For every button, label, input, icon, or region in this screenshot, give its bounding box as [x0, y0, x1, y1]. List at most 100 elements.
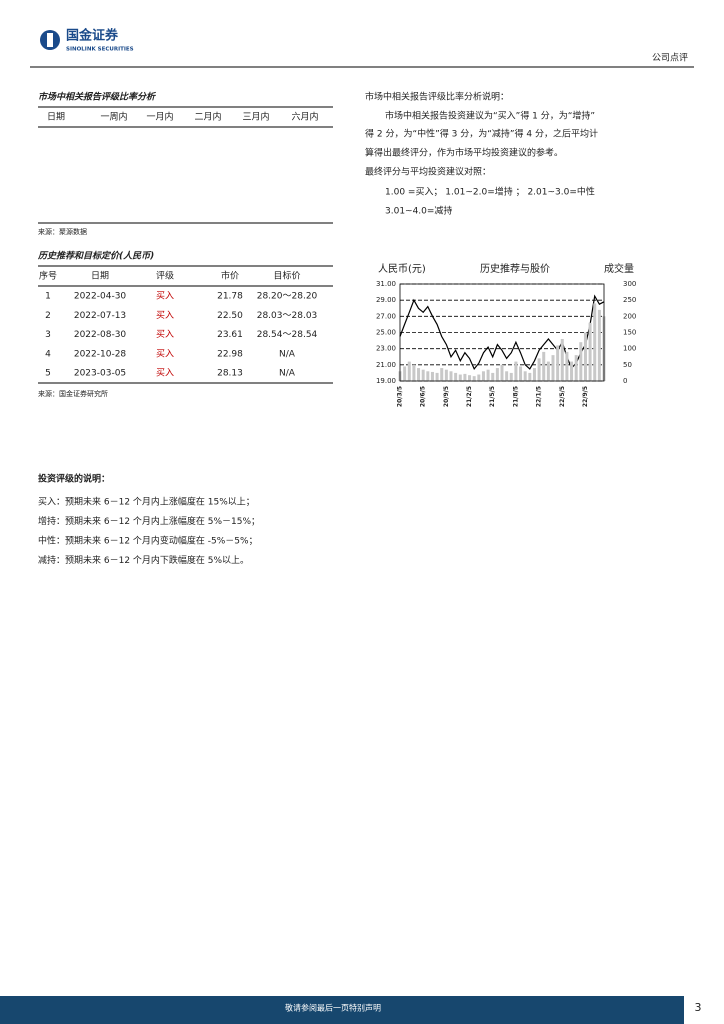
y2-tick-label: 300 — [623, 280, 636, 288]
price-chart: 历史推荐与股价 人民币(元) 成交量 19.00 21.00 23.00 25.00 27.0… — [376, 262, 636, 407]
footer-notice: 敬请参阅最后一页特别声明 — [285, 1003, 381, 1013]
ratio-title: 市场中相关报告评级比率分析 — [38, 92, 157, 103]
volume-bar — [430, 371, 434, 381]
rating-desc-item: 买入：预期未来 6－12 个月内上涨幅度在 15%以上； — [38, 496, 255, 508]
volume-bar — [537, 358, 541, 381]
explanation-line: 得 2 分，为“中性”得 3 分，为“减持”得 4 分，之后平均计 — [365, 128, 598, 140]
x-tick-label: 21/5/5 — [489, 386, 496, 407]
table-cell: 2022-07-13 — [74, 311, 126, 321]
table-cell: 2023-03-05 — [74, 369, 126, 379]
explanation-line: 市场中相关报告投资建议为“买入”得 1 分，为“增持” — [385, 110, 595, 122]
table-cell: 买入 — [156, 368, 174, 379]
explanation-line: 最终评分与平均投资建议对照： — [365, 166, 491, 178]
table-cell: 买入 — [156, 329, 174, 340]
volume-bar — [546, 361, 550, 381]
column-header: 评级 — [156, 270, 174, 282]
volume-bar — [449, 371, 453, 381]
y-axis-label: 人民币(元) — [378, 263, 426, 275]
history-title: 历史推荐和目标定价(人民币) — [37, 251, 154, 262]
table-cell: 28.13 — [217, 369, 243, 379]
x-tick-label: 22/5/5 — [559, 386, 566, 407]
y2-tick-label: 50 — [623, 361, 632, 369]
chart-title: 历史推荐与股价 — [480, 262, 550, 275]
volume-bar — [593, 303, 597, 381]
column-header: 目标价 — [273, 270, 300, 282]
volume-bar — [412, 364, 416, 381]
table-cell: 5 — [45, 369, 51, 379]
price-line — [399, 294, 605, 371]
source: 来源：聚源数据 — [38, 227, 87, 236]
column-header: 二月内 — [194, 111, 221, 123]
volume-bar — [477, 374, 481, 381]
table-cell: 买入 — [156, 348, 174, 359]
rating-desc-item: 减持：预期未来 6－12 个月内下跌幅度在 5%以上。 — [38, 554, 249, 566]
x-tick-label: 20/3/5 — [397, 386, 404, 407]
table-cell: 22.50 — [217, 311, 243, 321]
table-cell: 1 — [45, 292, 51, 302]
table-cell: 21.78 — [217, 292, 243, 302]
volume-bar — [556, 345, 560, 381]
table-cell: 2 — [45, 311, 51, 321]
x-tick-label: 21/2/5 — [466, 386, 473, 407]
x-tick-label: 21/8/5 — [512, 386, 519, 407]
explanation-line: 市场中相关报告评级比率分析说明： — [365, 91, 509, 103]
logo-text: 国金证券 — [66, 28, 119, 44]
y2-tick-label: 200 — [623, 312, 636, 320]
logo-icon-cut — [47, 33, 53, 47]
table-cell: 28.54～28.54 — [257, 330, 318, 340]
table-cell: N/A — [279, 349, 296, 359]
volume-bar — [579, 342, 583, 381]
volume-bar — [505, 371, 509, 381]
y-tick-label: 25.00 — [376, 329, 396, 337]
volume-bar — [454, 372, 458, 381]
volume-bar — [421, 369, 425, 381]
y-tick-label: 19.00 — [376, 377, 396, 385]
y-tick-label: 29.00 — [376, 296, 396, 304]
volume-bar — [528, 372, 532, 381]
rating-desc-item: 增持：预期未来 6－12 个月内上涨幅度在 5%－15%； — [38, 515, 260, 527]
volume-bar — [407, 361, 411, 381]
x-tick-label: 22/9/5 — [582, 386, 589, 407]
page-number: 3 — [695, 1001, 702, 1014]
volume-bar — [565, 351, 569, 381]
volume-bar — [500, 364, 504, 381]
volume-bar — [444, 369, 448, 381]
column-header: 一月内 — [146, 111, 173, 123]
section-label: 公司点评 — [652, 53, 688, 64]
volume-bar — [570, 361, 574, 381]
table-cell: 3 — [45, 330, 51, 340]
y2-axis-label: 成交量 — [604, 262, 634, 275]
logo-en: SINOLINK SECURITIES — [66, 47, 134, 53]
explanation-line: 1.00 =买入； 1.01~2.0=增持 ； 2.01~3.0=中性 — [385, 186, 595, 198]
volume-bar — [532, 368, 536, 381]
volume-bar — [583, 332, 587, 381]
column-header: 市价 — [221, 270, 239, 282]
volume-bar — [542, 351, 546, 381]
logo: 国金证券 SINOLINK SECURITIES — [40, 28, 134, 53]
volume-bar — [472, 376, 476, 381]
column-header: 日期 — [47, 112, 65, 123]
column-header: 三月内 — [242, 111, 269, 123]
volume-bar — [463, 373, 467, 381]
volume-bar — [514, 361, 518, 381]
table-cell: 28.03～28.03 — [257, 311, 318, 321]
table-cell: 买入 — [156, 310, 174, 321]
y-tick-label: 27.00 — [376, 312, 396, 320]
y2-tick-label: 250 — [623, 296, 636, 304]
volume-bar — [491, 372, 495, 381]
y-tick-label: 23.00 — [376, 345, 396, 353]
volume-bar — [597, 309, 601, 381]
source: 来源：国金证券研究所 — [38, 389, 108, 398]
volume-bar — [426, 371, 430, 381]
volume-bar — [468, 375, 472, 381]
rating-desc-item: 中性：预期未来 6－12 个月内变动幅度在 -5%－5%； — [38, 535, 258, 547]
explanation-line: 算得出最终评分，作为市场平均投资建议的参考。 — [365, 147, 563, 159]
y-tick-label: 21.00 — [376, 361, 396, 369]
volume-bar — [560, 338, 564, 381]
volume-bar — [440, 368, 444, 381]
plot-frame — [399, 283, 605, 382]
volume-bar — [509, 372, 513, 381]
table-cell: 4 — [45, 349, 51, 359]
y2-tick-label: 0 — [623, 377, 627, 385]
column-header: 日期 — [91, 271, 109, 282]
